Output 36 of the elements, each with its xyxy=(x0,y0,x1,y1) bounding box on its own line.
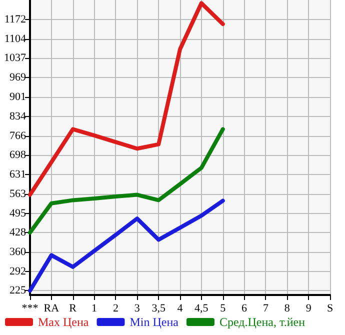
x-tick-label: 3 xyxy=(134,302,140,314)
y-tick-label: 292 xyxy=(10,266,26,278)
x-tick-label: 7 xyxy=(262,302,269,314)
x-tick-label: 5 xyxy=(220,302,226,314)
x-tick-label: 9 xyxy=(306,302,312,314)
line-series xyxy=(28,198,225,293)
x-tick-label: R xyxy=(69,302,78,314)
line-series xyxy=(28,1,225,197)
y-tick-label: 698 xyxy=(10,149,26,162)
x-tick-label: 2 xyxy=(112,302,118,314)
x-tick-label: *** xyxy=(22,302,38,314)
y-tick-label: 631 xyxy=(10,168,26,180)
legend-label: Сред.Цена, т.йен xyxy=(219,315,306,329)
y-tick-label: 225 xyxy=(10,284,26,297)
y-tick-label: 766 xyxy=(10,130,26,142)
y-tick-label: 428 xyxy=(10,226,26,239)
legend-label: Min Цена xyxy=(130,315,180,329)
x-tick-label: RA xyxy=(44,302,60,314)
x-tick-label: 8 xyxy=(284,302,290,314)
y-tick-label: 901 xyxy=(10,91,26,104)
x-tick-label: 4 xyxy=(177,302,184,314)
x-tick-label: 3,5 xyxy=(152,302,166,314)
y-tick-label: 969 xyxy=(10,72,26,84)
x-tick-label: 4,5 xyxy=(194,302,209,314)
y-tick-label: 1172 xyxy=(4,13,26,26)
line-series xyxy=(28,127,225,235)
x-tick-label: 6 xyxy=(242,302,248,314)
x-tick-label: S xyxy=(326,302,334,314)
y-tick-label: 563 xyxy=(10,188,26,200)
legend-label: Max Цена xyxy=(38,315,90,329)
y-tick-label: 834 xyxy=(10,110,26,122)
y-tick-label: 495 xyxy=(10,207,26,220)
y-tick-label: 1104 xyxy=(4,32,26,45)
y-tick-label: 1037 xyxy=(4,52,26,64)
x-tick-label: 1 xyxy=(92,302,98,314)
y-tick-label: 360 xyxy=(10,246,26,258)
